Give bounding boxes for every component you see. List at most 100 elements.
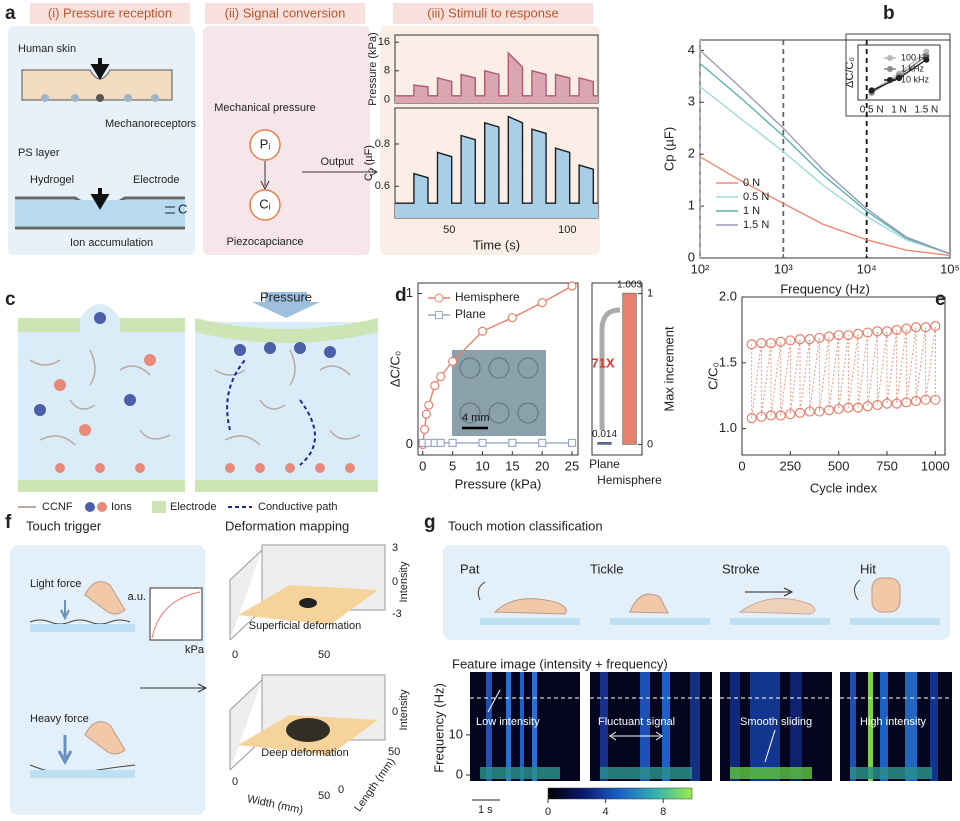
x-tick-label: 750 xyxy=(876,458,898,473)
label: PS layer xyxy=(18,147,60,159)
marker xyxy=(923,56,930,63)
label: Mechanoreceptors xyxy=(105,118,197,130)
surface xyxy=(29,619,131,625)
label: C xyxy=(178,201,187,216)
conductive-path xyxy=(226,359,316,466)
fibers xyxy=(29,349,361,446)
label: kPa xyxy=(185,644,205,656)
hand xyxy=(84,581,126,615)
annotation: High intensity xyxy=(860,716,927,728)
marker xyxy=(537,298,547,308)
label: Human skin xyxy=(18,43,76,55)
heatmap-stripe xyxy=(506,672,511,781)
y-axis-label: ΔC/C₀ xyxy=(387,351,402,387)
motion: Pat xyxy=(460,561,480,576)
tick: 0 xyxy=(392,576,398,588)
y-axis-label: C₀ (µF) xyxy=(363,145,375,181)
marker xyxy=(448,438,457,448)
label: Pressure xyxy=(260,289,312,304)
marker xyxy=(901,323,912,334)
colorbar-label: 0 xyxy=(545,806,551,818)
legend-marker xyxy=(887,77,893,83)
label: Hydrogel xyxy=(30,174,74,186)
legend-text: 1.5 N xyxy=(743,219,769,231)
marker xyxy=(881,398,893,409)
title: Touch motion classification xyxy=(448,518,603,533)
title: Touch trigger xyxy=(26,518,102,533)
value-label: 1.003 xyxy=(617,280,642,291)
node-label: Cᵢ xyxy=(259,196,270,211)
y-tick-label: 1.5 xyxy=(719,354,737,369)
panel-label: a xyxy=(5,3,16,24)
heatmap-stripe xyxy=(486,672,492,781)
legend-text: Electrode xyxy=(170,501,216,513)
dent xyxy=(299,598,317,608)
y-tick-label: 8 xyxy=(384,65,390,77)
marker xyxy=(436,371,446,382)
panel-label: d xyxy=(395,285,407,306)
annotation: Low intensity xyxy=(476,716,540,728)
x-tick-label: 25 xyxy=(565,458,579,473)
heatmap-stripe xyxy=(520,672,524,781)
x-tick-label: 10² xyxy=(691,261,710,276)
heatmap-stripe xyxy=(850,672,856,781)
electrode xyxy=(195,480,378,492)
arrow xyxy=(609,731,663,741)
y-axis-label: Cp (µF) xyxy=(661,127,676,171)
x-tick-label: 10³ xyxy=(774,261,793,276)
marker xyxy=(508,438,517,448)
receptor xyxy=(71,94,79,102)
line xyxy=(699,156,951,257)
panel-label: b xyxy=(883,3,895,24)
receptor xyxy=(96,94,104,102)
axis-label: Intensity xyxy=(398,689,410,730)
panel-label: e xyxy=(935,289,946,310)
heatmap-low xyxy=(600,767,692,779)
x-axis-label: Pressure (kPa) xyxy=(455,476,542,491)
mini-curve xyxy=(151,591,201,639)
panel-label: g xyxy=(424,512,436,533)
marker xyxy=(868,87,875,94)
heatmap-stripe xyxy=(750,672,780,781)
box xyxy=(443,545,950,640)
heatmap-stripe xyxy=(905,672,917,781)
heatmap-low xyxy=(730,767,812,779)
y-tick-label: 0 xyxy=(406,436,413,451)
header: (i) Pressure reception xyxy=(48,5,172,20)
x-tick-label: 1.5 N xyxy=(914,105,938,116)
cycle-trace xyxy=(751,325,936,419)
value-label: 0.014 xyxy=(592,429,617,440)
legend-marker xyxy=(887,55,893,61)
skin xyxy=(21,69,173,101)
axis-label: Intensity xyxy=(398,561,410,602)
marker xyxy=(477,326,488,336)
press-arrow xyxy=(90,58,110,80)
y-axis-label: C/C₀ xyxy=(705,362,720,390)
motion: Tickle xyxy=(590,561,623,576)
receptor xyxy=(41,94,49,102)
marker xyxy=(891,398,902,409)
y-tick-label: 0.6 xyxy=(375,180,390,192)
tick: 50 xyxy=(318,649,330,661)
line xyxy=(395,51,598,97)
x-axis-label: Cycle index xyxy=(810,480,878,495)
arrow xyxy=(302,167,379,177)
heatmap-stripe xyxy=(868,672,873,781)
colorbar-label: 4 xyxy=(603,806,609,818)
scalebar-label: 1 s xyxy=(478,804,493,816)
plot-frame xyxy=(857,44,941,101)
plot-frame xyxy=(417,282,579,456)
x-tick-label: 50 xyxy=(443,224,455,236)
marker xyxy=(785,409,796,420)
electrode xyxy=(18,480,185,492)
marker xyxy=(538,438,547,448)
marker xyxy=(478,438,487,448)
tick: 3 xyxy=(392,542,398,554)
y-tick-label: 1 xyxy=(647,287,653,299)
y-tick-label: 0 xyxy=(456,766,463,781)
marker xyxy=(833,403,844,415)
photo-domes xyxy=(459,357,539,424)
x-tick-label: 100 xyxy=(558,224,576,236)
legend-text: CCNF xyxy=(42,501,73,513)
marker xyxy=(746,413,757,424)
